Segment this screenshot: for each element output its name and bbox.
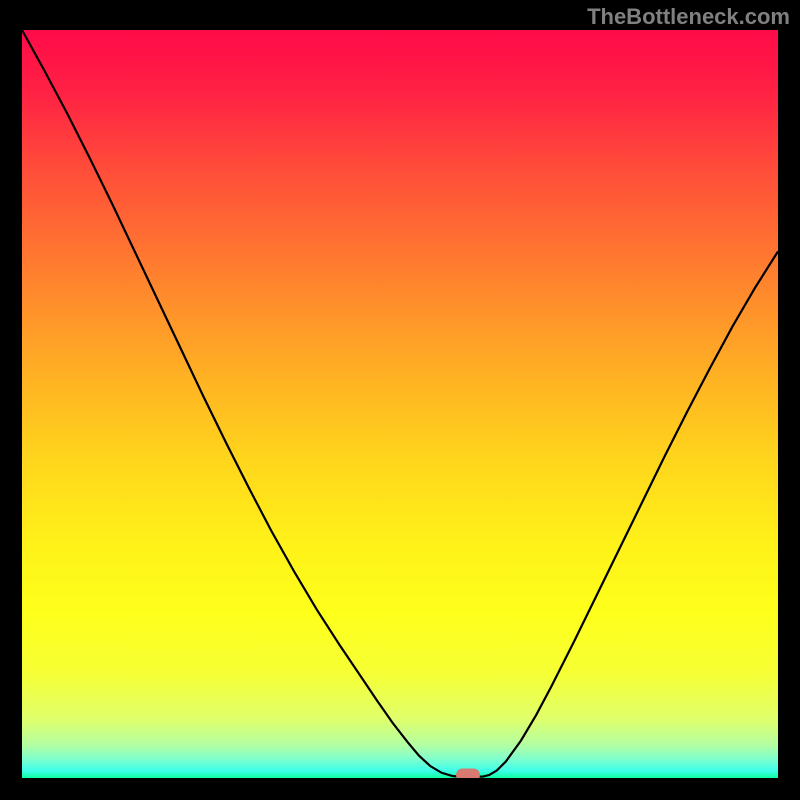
- optimal-marker: [456, 769, 480, 779]
- plot-background: [22, 30, 778, 778]
- watermark-text: TheBottleneck.com: [587, 4, 790, 30]
- plot-svg: [22, 30, 778, 778]
- plot-area: [22, 30, 778, 778]
- chart-container: { "watermark": { "text": "TheBottleneck.…: [0, 0, 800, 800]
